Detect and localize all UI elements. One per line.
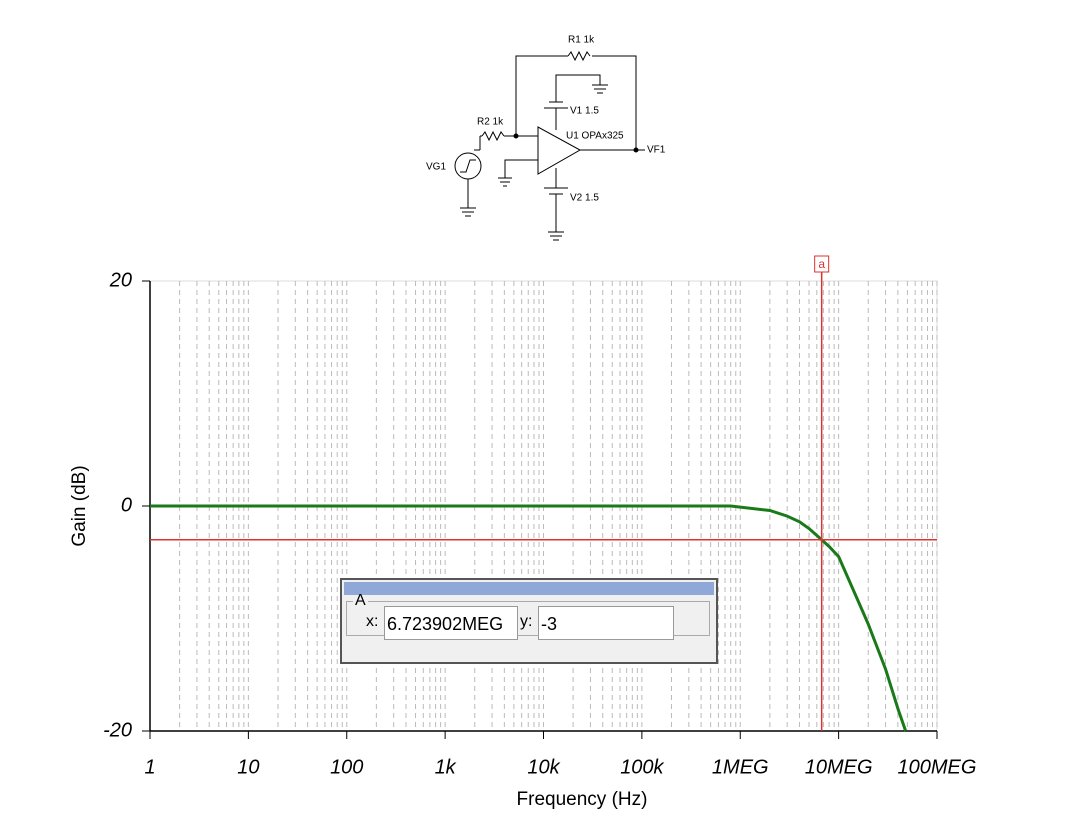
x-tick-label: 100 [330, 756, 363, 778]
x-tick-label: 10MEG [805, 756, 873, 778]
y-tick-label: 0 [121, 494, 132, 516]
label: U1 OPAx325 [566, 131, 624, 142]
x-tick-label: 1MEG [712, 756, 769, 778]
x-tick-label: 10 [237, 756, 259, 778]
x-label: x: [366, 613, 379, 630]
label: R2 1k [477, 117, 504, 128]
battery [544, 74, 608, 130]
label: R1 1k [568, 35, 595, 46]
schematic: R1 1k V1 1.5 R2 1k U1 OPAx325 VF1 VG1 V2… [426, 35, 666, 241]
x-tick-label: 1k [435, 756, 457, 778]
label: V2 1.5 [570, 193, 599, 204]
label: V1 1.5 [570, 106, 599, 117]
source-wire [460, 149, 480, 217]
resistor [479, 130, 538, 150]
label: VG1 [426, 162, 446, 173]
cursor-label: a [818, 257, 825, 271]
x-tick-label: 100MEG [898, 756, 977, 778]
group-label: A [355, 592, 366, 609]
x-tick-label: 1 [144, 756, 155, 778]
cursor-dialog[interactable]: A x: 6.723902MEG y: -3 [340, 578, 718, 664]
x-tick-label: 100k [620, 756, 664, 778]
opamp [537, 126, 582, 175]
x-tick-label: 10k [527, 756, 560, 778]
y-tick-label: 20 [109, 269, 132, 291]
y-label: y: [520, 613, 533, 630]
cursor-group: A [346, 592, 710, 636]
resistor [567, 50, 591, 62]
y-input[interactable]: -3 [538, 606, 674, 640]
node [633, 147, 639, 153]
series-line [150, 504, 908, 732]
battery [544, 168, 568, 241]
wire [515, 55, 637, 150]
y-tick-label: -20 [103, 719, 132, 741]
wire [498, 149, 645, 187]
cursor-handle[interactable] [814, 255, 830, 273]
x-input[interactable]: 6.723902MEG [384, 606, 518, 640]
label: VF1 [647, 145, 666, 156]
x-axis-title: Frequency (Hz) [517, 789, 648, 810]
title-bar[interactable] [344, 582, 714, 595]
node [513, 133, 519, 139]
y-axis-title: Gain (dB) [69, 465, 90, 546]
